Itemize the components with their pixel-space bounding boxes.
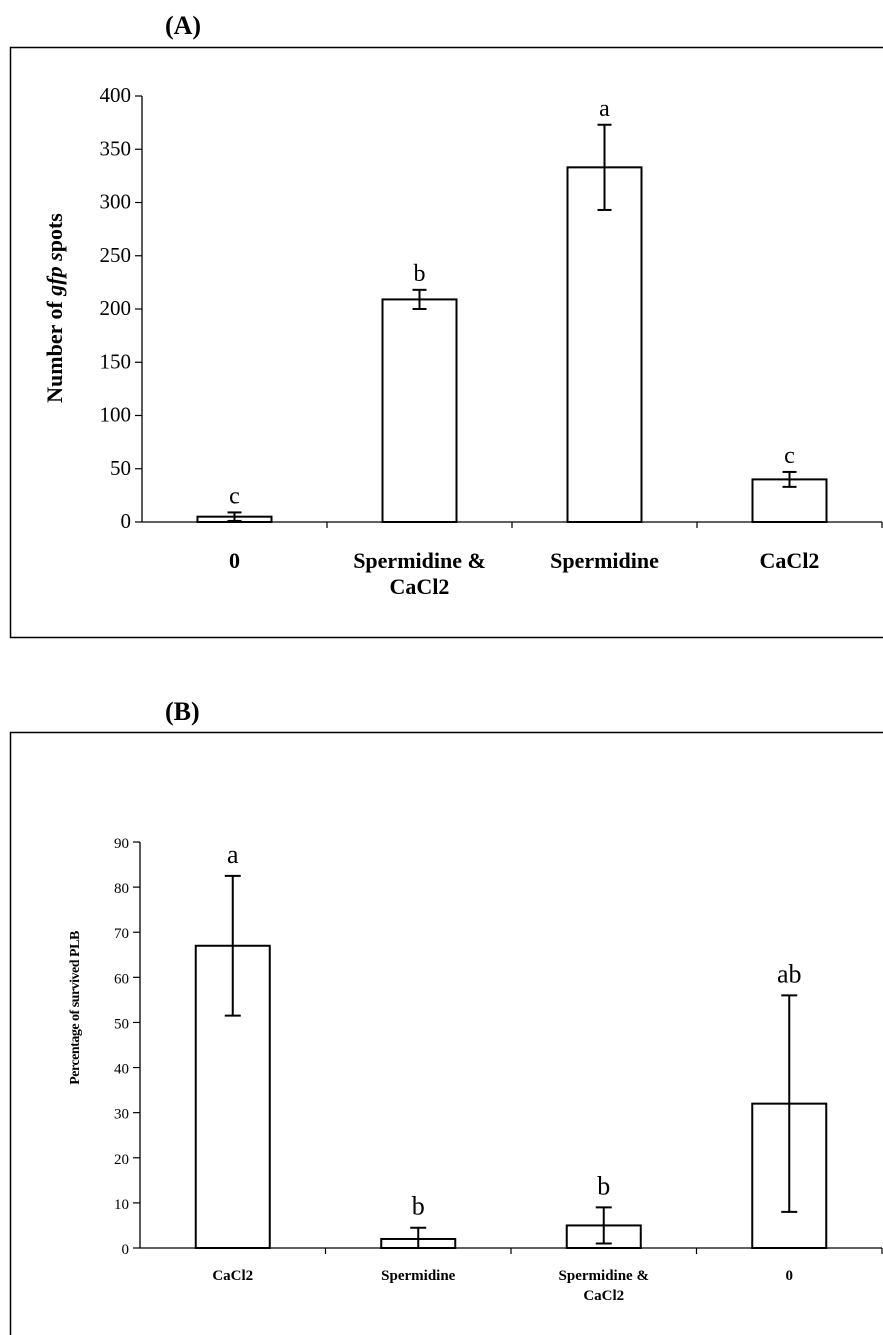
panel-b-y-tick-label: 80 bbox=[114, 881, 129, 897]
panel-a-significance-letter: a bbox=[599, 96, 610, 122]
panel-b-category-label: 0 bbox=[786, 1268, 794, 1284]
panel-b-y-tick-label: 90 bbox=[114, 836, 129, 852]
panel-b-category-label: CaCl2 bbox=[212, 1268, 253, 1284]
panel-b-significance-letter: b bbox=[597, 1171, 610, 1200]
panel-a-category-label: 0 bbox=[229, 548, 240, 573]
panel-b-y-tick-label: 20 bbox=[114, 1152, 129, 1168]
panel-b-significance-letter: a bbox=[227, 840, 239, 869]
panel-a-significance-letter: b bbox=[414, 261, 426, 287]
panel-b-category-label: Spermidine bbox=[381, 1268, 456, 1284]
panel-a-y-tick-label: 200 bbox=[100, 296, 132, 320]
panel-a-category-label: CaCl2 bbox=[760, 548, 820, 573]
panel-a-category-label: Spermidine bbox=[550, 548, 659, 573]
panel-b-significance-letter: b bbox=[412, 1192, 425, 1221]
panel-b-frame bbox=[9, 731, 883, 1335]
panel-a-category-label: Spermidine & CaCl2 bbox=[353, 548, 486, 599]
panel-a-y-tick-label: 50 bbox=[110, 456, 131, 480]
panel-b-y-tick-label: 10 bbox=[114, 1197, 129, 1213]
panel-a-chart: (A) Number of gfp spots 0 50 100 150 200 250 3… bbox=[9, 11, 883, 639]
panel-a-y-tick-label: 250 bbox=[100, 243, 132, 267]
panel-b-y-tick-label: 40 bbox=[114, 1062, 129, 1078]
panel-a-label: (A) bbox=[165, 11, 201, 40]
panel-a-y-tick-label: 400 bbox=[100, 83, 132, 107]
panel-b-y-tick-label: 50 bbox=[114, 1016, 129, 1032]
panel-a-y-tick-label: 150 bbox=[100, 349, 132, 373]
panel-b-y-tick-label: 60 bbox=[114, 971, 129, 987]
panel-b-y-tick-label: 30 bbox=[114, 1107, 129, 1123]
panel-a-significance-letter: c bbox=[784, 443, 795, 469]
panel-a-y-tick-label: 0 bbox=[121, 509, 132, 533]
panel-a-y-tick-label: 100 bbox=[100, 403, 132, 427]
panel-a-y-axis-label: Number of gfp spots bbox=[42, 213, 67, 403]
panel-b-y-tick-label: 0 bbox=[122, 1242, 130, 1258]
panel-b-y-axis-label: Percentage of survived PLB bbox=[68, 931, 83, 1085]
panel-b-category-label: Spermidine & CaCl2 bbox=[559, 1268, 649, 1304]
panel-a-y-tick-label: 350 bbox=[100, 136, 132, 160]
panel-a-bar bbox=[381, 298, 458, 524]
panel-a-significance-letter: c bbox=[229, 483, 240, 509]
panel-a-y-tick-label: 300 bbox=[100, 190, 132, 214]
panel-b-significance-letter: ab bbox=[777, 959, 802, 988]
panel-b-y-tick-label: 70 bbox=[114, 926, 129, 942]
panel-b-chart: (B) Percentage of survived PLB 0 10 20 30 40… bbox=[9, 697, 883, 1335]
panel-a-bar bbox=[566, 166, 643, 523]
panel-b-label: (B) bbox=[165, 697, 200, 726]
panel-a-frame bbox=[9, 46, 883, 639]
